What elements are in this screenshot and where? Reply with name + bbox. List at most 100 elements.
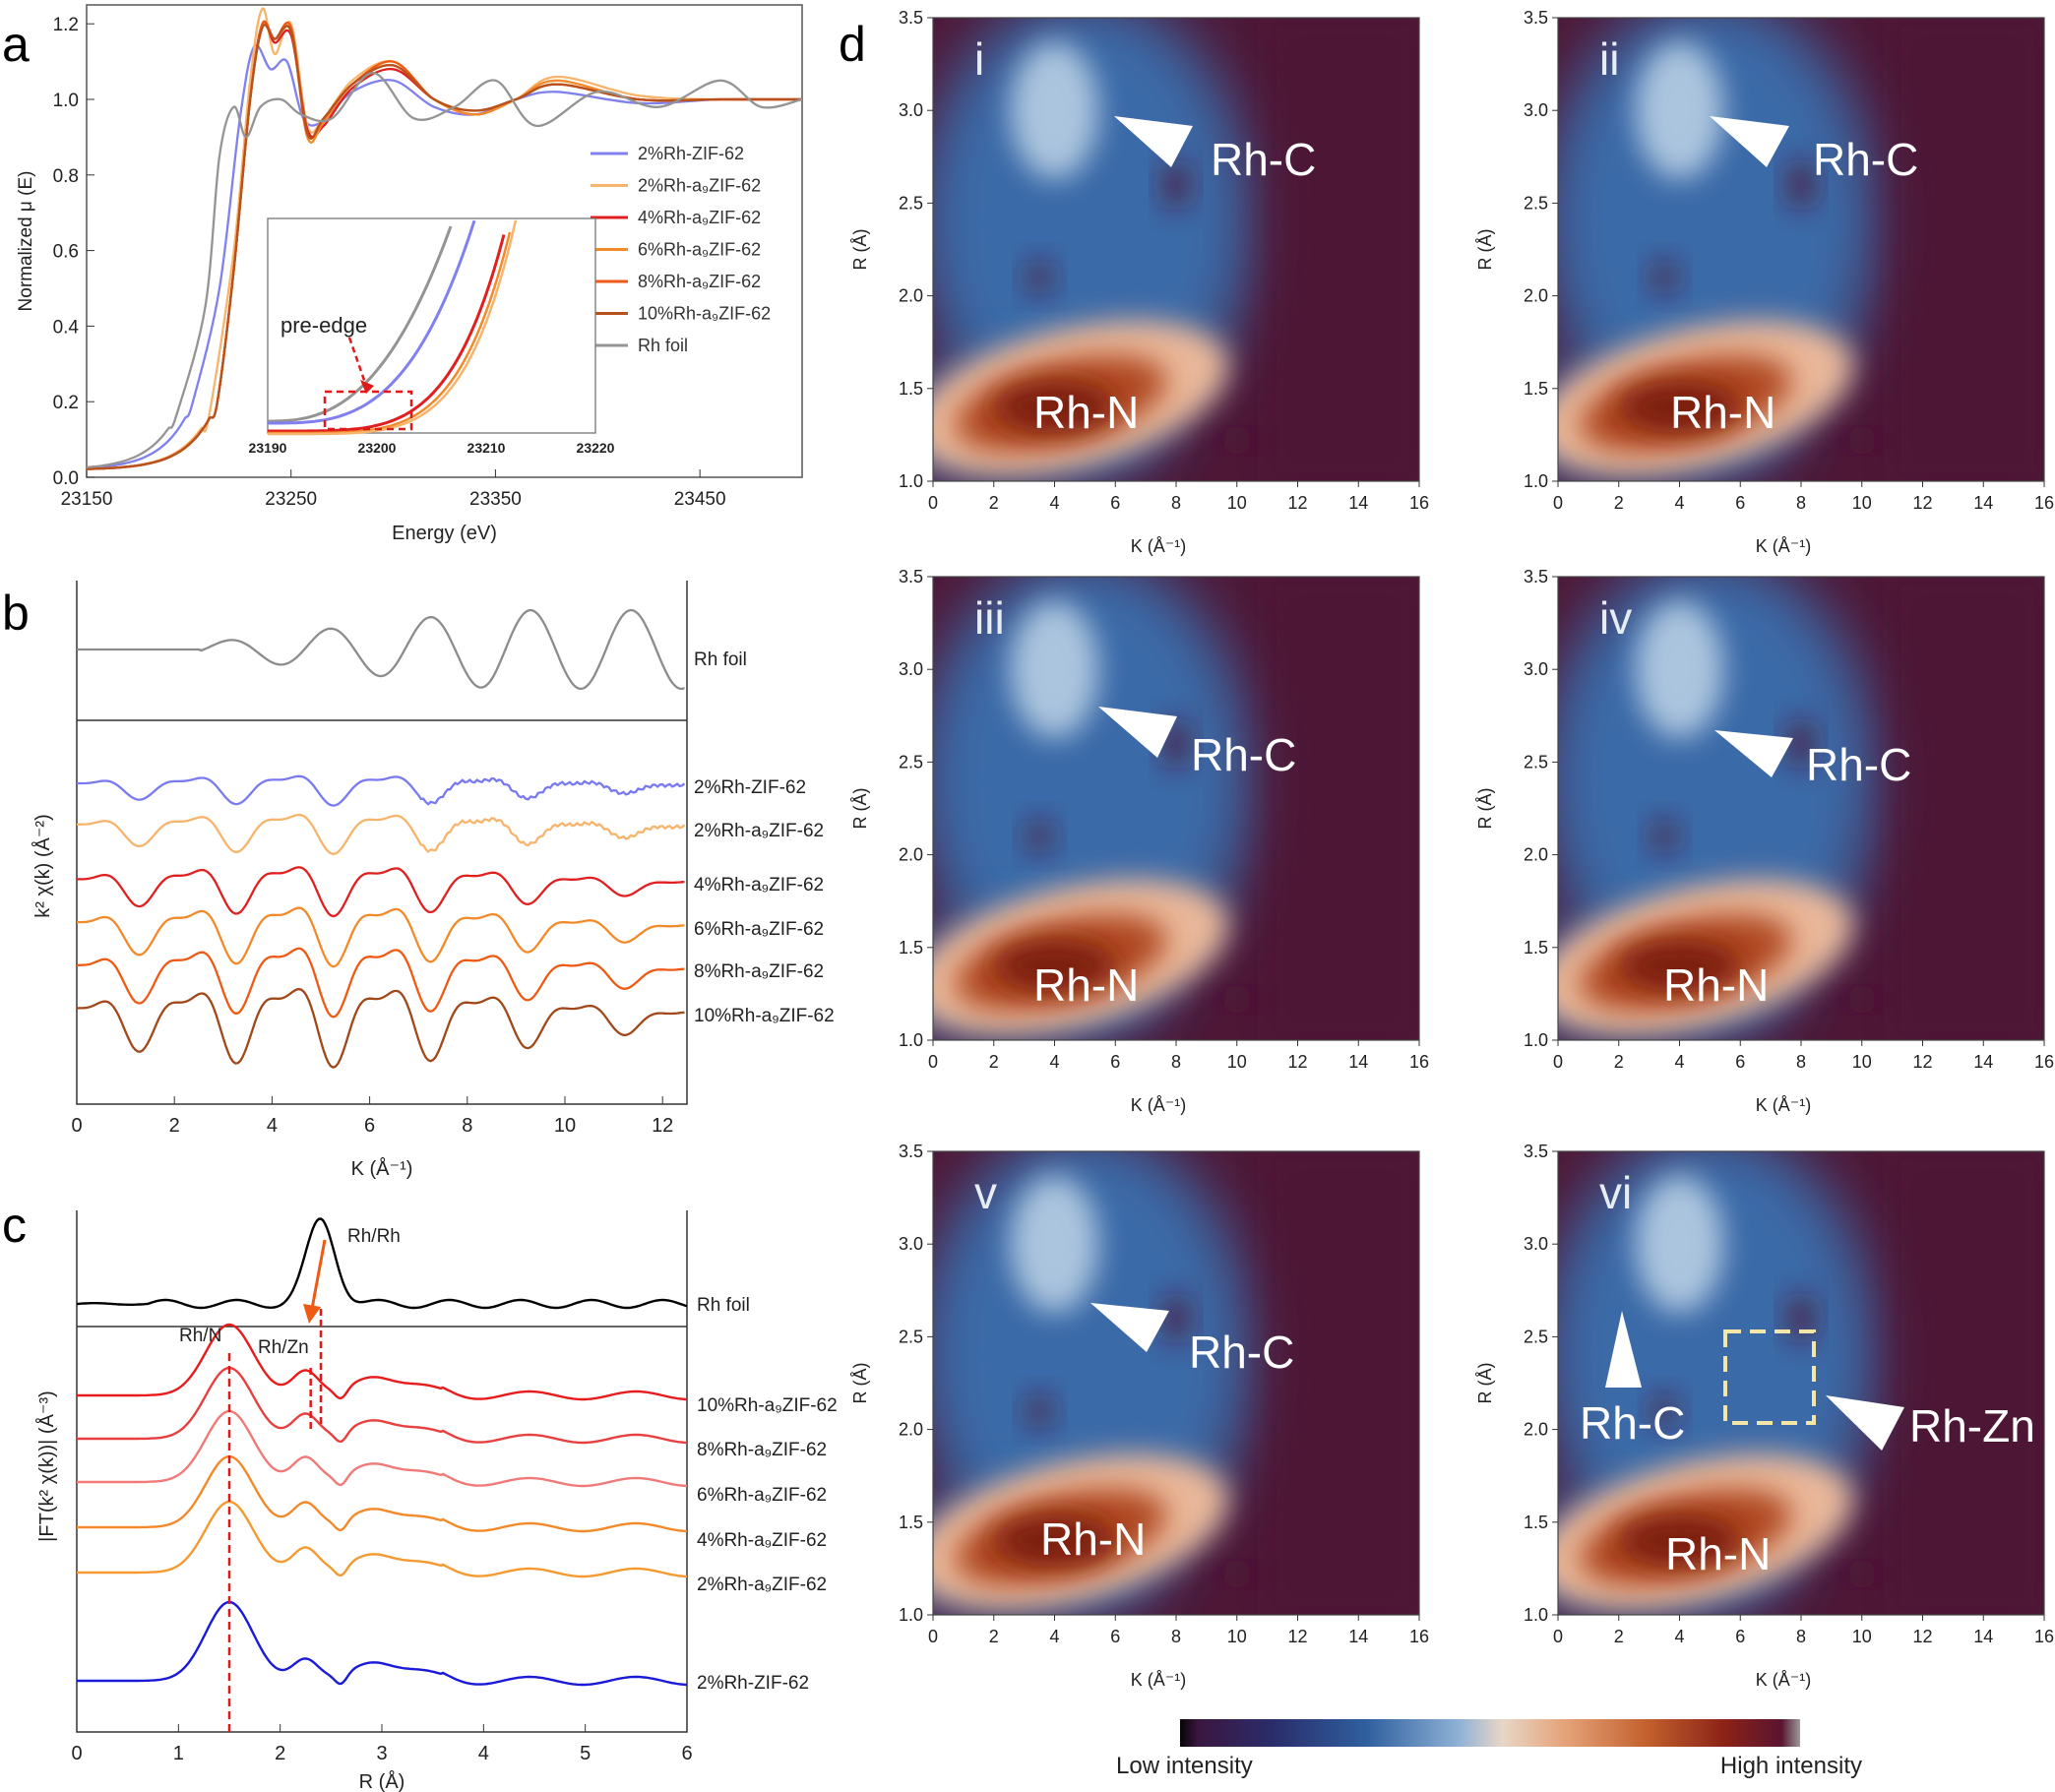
x-axis-label: K (Å⁻¹) [1131,536,1187,556]
panel-letter-a: a [2,17,30,72]
x-axis-label: K (Å⁻¹) [1756,536,1812,556]
label-rh-c: Rh-C [1806,739,1911,790]
y-tick-label: 0.4 [53,317,80,338]
y-tick-label: 3.5 [1524,1142,1548,1161]
x-tick-label: 14 [1348,1627,1368,1646]
x-axis-label: Energy (eV) [392,523,497,544]
y-tick-label: 1.5 [1524,379,1548,399]
rh-c-pointer [1090,1303,1169,1352]
legend-label: 6%Rh-a₉ZIF-62 [638,240,761,260]
panel-letter-b: b [2,586,30,641]
x-tick-label: 2 [169,1115,180,1137]
heatmap-blob [1839,1566,1884,1582]
heatmap-blob [1839,991,1884,1008]
series-line [77,608,685,691]
series-label: 10%Rh-a₉ZIF-62 [697,1395,838,1416]
x-tick-label: 8 [1171,1052,1181,1072]
heatmap-blob [1787,717,1815,770]
x-tick-label: 8 [1796,1052,1806,1072]
inset-frame [267,217,596,434]
x-tick-label: 10 [1227,493,1247,513]
x-tick-label: 8 [1796,1627,1806,1646]
series-line [76,906,685,968]
x-tick-label: 23450 [674,489,726,510]
y-tick-label: 1.5 [899,379,923,399]
y-tick-label: 1.0 [899,1030,923,1050]
heatmap-panel-ii: 0 2 4 6 8 10 12 14 16 1.0 1.5 2.0 2.5 3.0 3.5 K (Å⁻¹) R … [1475,8,2054,556]
rh-c-pointer [1710,116,1789,167]
heatmap-field [1558,577,2044,1040]
legend-label: 2%Rh-ZIF-62 [638,144,744,163]
heatmap-panel-iv: 0 2 4 6 8 10 12 14 16 1.0 1.5 2.0 2.5 3.0 3.5 K (Å⁻¹) R … [1475,567,2054,1115]
y-tick-label: 1.0 [1524,1030,1548,1050]
heatmap-blob [993,1514,1116,1567]
y-tick-label: 2.0 [899,845,923,865]
panel-letter-c: c [2,1198,27,1253]
x-tick-label: 23350 [469,489,522,510]
x-tick-label: 14 [1973,1052,1993,1072]
heatmap-blob [1214,432,1259,449]
series-label: 4%Rh-a₉ZIF-62 [697,1530,827,1551]
series-line [77,1454,688,1533]
x-tick-label: 0 [71,1743,82,1764]
series-line [77,1323,688,1401]
y-axis-label: Normalized μ (E) [16,171,36,312]
y-tick-label: 1.5 [899,1513,923,1532]
x-axis-label: R (Å) [359,1770,405,1792]
x-tick-label: 8 [1796,493,1806,513]
x-tick-label: 0 [1553,493,1563,513]
inset-series-line [267,234,506,433]
pre-edge-arrowhead [360,380,374,394]
y-tick-label: 3.5 [899,1142,923,1161]
y-tick-label: 2.5 [1524,1327,1548,1346]
x-tick-label: 6 [1110,1052,1120,1072]
x-tick-label: 14 [1973,493,1993,513]
y-tick-label: 1.5 [1524,1513,1548,1532]
rh-c-pointer [1605,1311,1642,1388]
y-tick-label: 2.5 [899,752,923,772]
x-tick-label: 2 [1614,1627,1624,1646]
y-tick-label: 3.0 [899,1234,923,1254]
label-rh-c: Rh-C [1580,1397,1685,1449]
rh-c-pointer [1714,730,1793,777]
y-tick-label: 3.0 [1524,1234,1548,1254]
panel-roman-numeral: v [974,1167,997,1218]
y-tick-label: 3.0 [899,659,923,679]
heatmap-blob [993,381,1116,433]
x-tick-label: 12 [652,1115,673,1137]
x-tick-label: 23150 [61,489,113,510]
x-tick-label: 12 [1287,493,1307,513]
rh-zn-pointer [1826,1395,1904,1451]
x-tick-label: 12 [1912,1052,1932,1072]
x-tick-label: 0 [71,1115,82,1137]
heatmap-blob [1618,381,1741,433]
x-tick-label: 16 [1409,493,1429,513]
x-tick-label: 16 [2034,493,2054,513]
x-tick-label: 4 [267,1115,278,1137]
series-line [76,1217,688,1310]
series-label: Rh foil [697,1295,750,1316]
x-tick-label: 12 [1912,1627,1932,1646]
y-tick-label: 3.0 [1524,659,1548,679]
series-line [76,774,686,807]
legend-label: 4%Rh-a₉ZIF-62 [638,208,761,227]
x-tick-label: 10 [1852,493,1872,513]
x-tick-label: 8 [1171,493,1181,513]
legend-label: 2%Rh-a₉ZIF-62 [638,176,761,196]
heatmap-blob [1787,158,1815,211]
x-tick-label: 23250 [265,489,317,510]
heatmap-blob [1787,1292,1815,1344]
panel-b: b 0 2 4 6 8 10 12 K (Å⁻¹) k² χ(k) (Å⁻²) Rh foil 2%R… [2,581,835,1180]
heatmap-blob [1635,1175,1724,1314]
x-tick-label: 14 [1973,1627,1993,1646]
x-axis-label: K (Å⁻¹) [1756,1095,1812,1115]
y-tick-label: 3.0 [899,100,923,120]
axes-frame [86,4,803,478]
inset-series-line [268,219,518,436]
y-axis-label: R (Å) [850,788,870,830]
x-tick-label: 6 [1110,493,1120,513]
annotation-rh-zn: Rh/Zn [258,1337,309,1358]
label-rh-zn: Rh-Zn [1909,1400,2035,1452]
heatmap-blob [1650,259,1679,295]
x-tick-label: 4 [1049,493,1059,513]
